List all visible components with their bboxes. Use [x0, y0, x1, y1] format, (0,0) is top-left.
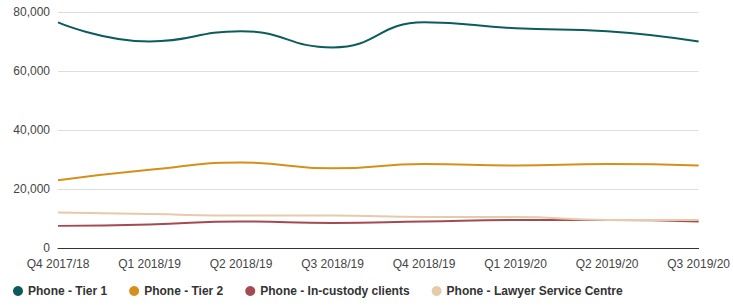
svg-text:60,000: 60,000 — [13, 64, 50, 78]
svg-text:Q2 2018/19: Q2 2018/19 — [210, 257, 273, 271]
svg-text:Q1 2019/20: Q1 2019/20 — [484, 257, 547, 271]
svg-text:Phone - Lawyer Service Centre: Phone - Lawyer Service Centre — [447, 284, 623, 298]
svg-text:0: 0 — [43, 241, 50, 255]
svg-text:40,000: 40,000 — [13, 123, 50, 137]
svg-text:Phone - Tier 1: Phone - Tier 1 — [28, 284, 107, 298]
svg-text:Q4 2017/18: Q4 2017/18 — [27, 257, 90, 271]
svg-text:Phone - Tier 2: Phone - Tier 2 — [144, 284, 223, 298]
svg-text:Q3 2019/20: Q3 2019/20 — [667, 257, 730, 271]
svg-text:Q4 2018/19: Q4 2018/19 — [393, 257, 456, 271]
svg-text:Phone - In-custody clients: Phone - In-custody clients — [260, 284, 410, 298]
svg-text:80,000: 80,000 — [13, 5, 50, 19]
svg-text:20,000: 20,000 — [13, 182, 50, 196]
svg-text:Q2 2019/20: Q2 2019/20 — [576, 257, 639, 271]
svg-text:Q1 2018/19: Q1 2018/19 — [118, 257, 181, 271]
svg-text:Q3 2018/19: Q3 2018/19 — [301, 257, 364, 271]
